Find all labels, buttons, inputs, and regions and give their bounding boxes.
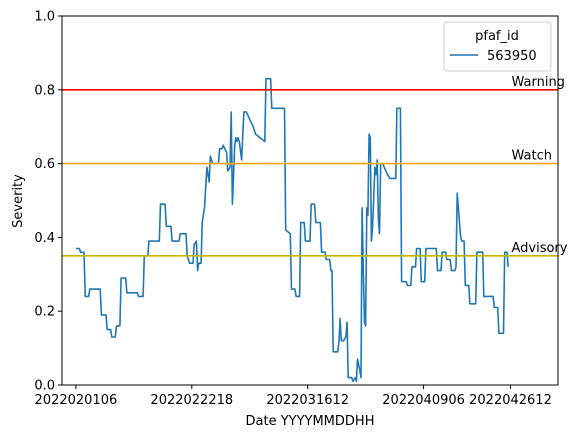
x-tick-label: 2022022218	[150, 393, 233, 408]
y-tick-label: 0.4	[34, 231, 55, 246]
x-tick-label: 2022042612	[469, 393, 552, 408]
x-tick-label: 2022040906	[382, 393, 465, 408]
plot-area	[62, 16, 558, 385]
y-tick-label: 0.8	[34, 83, 55, 98]
y-axis: 0.0 0.2 0.4 0.6 0.8 1.0	[34, 10, 62, 394]
threshold-label-advisory: Advisory	[511, 241, 567, 256]
y-tick-label: 0.2	[34, 305, 55, 320]
threshold-layer: Warning Watch Advisory	[62, 75, 568, 257]
y-tick-label: 0.6	[34, 157, 55, 172]
plot-frame	[61, 15, 559, 386]
legend-title: pfaf_id	[475, 29, 519, 44]
legend-label-563950: 563950	[487, 49, 537, 64]
y-tick-label: 1.0	[34, 10, 55, 25]
series-line-563950	[75, 77, 509, 383]
y-axis-label: Severity	[11, 174, 26, 228]
threshold-label-watch: Watch	[511, 149, 551, 164]
x-axis-label: Date YYYYMMDDHH	[246, 414, 375, 429]
x-axis: 2022020106 2022022218 2022031612 2022040906…	[35, 385, 552, 408]
series-layer	[75, 77, 509, 383]
x-tick-label: 2022031612	[266, 393, 349, 408]
x-tick-label: 2022020106	[35, 393, 118, 408]
legend-box	[443, 21, 552, 72]
threshold-label-warning: Warning	[511, 75, 564, 90]
y-tick-label: 0.0	[34, 379, 55, 394]
legend: pfaf_id 563950	[443, 21, 552, 72]
